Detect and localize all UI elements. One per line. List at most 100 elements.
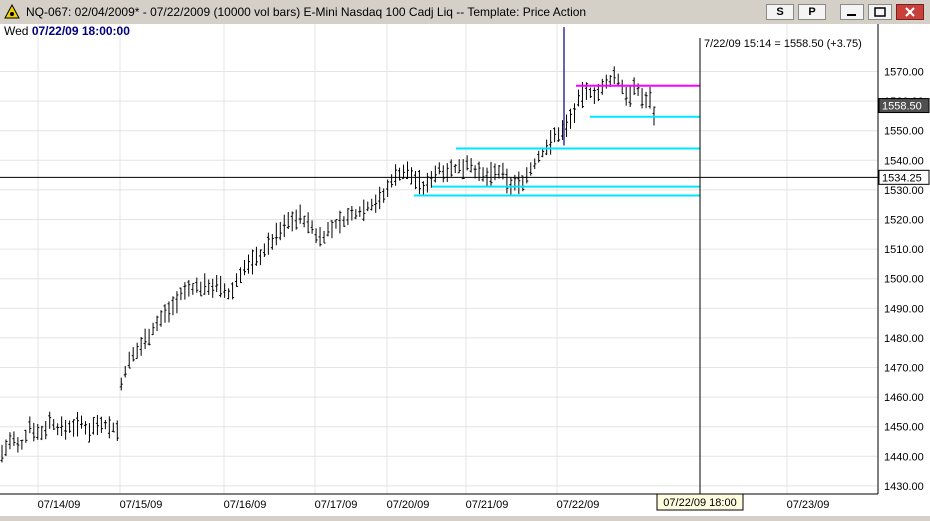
x-tick-label: 07/23/09 bbox=[787, 499, 830, 511]
price-bar bbox=[191, 282, 195, 295]
price-bar bbox=[437, 162, 441, 175]
price-bar bbox=[163, 304, 167, 323]
minimize-button[interactable] bbox=[840, 4, 864, 20]
price-bar bbox=[628, 84, 632, 108]
x-tick-label: 07/22/09 bbox=[557, 499, 600, 511]
price-bar bbox=[537, 150, 541, 163]
price-bar bbox=[87, 423, 91, 443]
price-bar bbox=[354, 209, 358, 220]
close-button[interactable] bbox=[896, 4, 924, 20]
price-bar bbox=[648, 86, 652, 109]
price-bar bbox=[12, 431, 16, 446]
p-button[interactable]: P bbox=[798, 4, 826, 20]
price-bar bbox=[266, 232, 270, 255]
price-bar bbox=[465, 155, 469, 171]
price-bar bbox=[91, 416, 95, 435]
price-bar bbox=[239, 267, 243, 284]
price-bar bbox=[115, 420, 119, 442]
price-bar bbox=[36, 423, 40, 440]
price-bar bbox=[131, 347, 135, 362]
price-bar bbox=[167, 301, 171, 323]
x-tick-label: 07/14/09 bbox=[38, 499, 81, 511]
price-bar bbox=[60, 416, 64, 437]
price-bar bbox=[413, 170, 417, 190]
price-bar bbox=[195, 277, 199, 293]
price-bar bbox=[246, 254, 250, 274]
price-bar bbox=[199, 281, 203, 297]
window-title: NQ-067: 02/04/2009* - 07/22/2009 (10000 … bbox=[26, 5, 587, 19]
x-tick-label: 07/21/09 bbox=[466, 499, 509, 511]
last-price-label: 1558.50 bbox=[882, 101, 922, 113]
price-bar bbox=[286, 212, 290, 230]
y-tick-label: 1480.00 bbox=[884, 333, 924, 345]
price-bar bbox=[274, 222, 278, 246]
price-bar bbox=[223, 283, 227, 298]
price-bar bbox=[48, 411, 52, 429]
price-bar bbox=[576, 89, 580, 107]
price-bar bbox=[366, 201, 370, 212]
price-bar bbox=[382, 188, 386, 203]
price-bar bbox=[342, 216, 346, 227]
info-datetime: 07/22/09 18:00:00 bbox=[31, 24, 130, 38]
price-bar bbox=[409, 167, 413, 185]
price-bar bbox=[644, 91, 648, 109]
price-bar bbox=[402, 164, 406, 180]
price-bar bbox=[262, 243, 266, 257]
price-bar bbox=[187, 280, 191, 297]
price-bar bbox=[469, 158, 473, 173]
maximize-icon bbox=[874, 7, 886, 17]
price-bar bbox=[616, 73, 620, 86]
price-bar bbox=[4, 439, 8, 457]
price-bar bbox=[572, 103, 576, 123]
price-bar bbox=[235, 273, 239, 287]
y-tick-label: 1540.00 bbox=[884, 155, 924, 167]
price-bar bbox=[461, 159, 465, 180]
crosshair-price-label: 1534.25 bbox=[882, 172, 922, 184]
price-bar bbox=[417, 169, 421, 195]
price-bar bbox=[103, 419, 107, 430]
price-bar bbox=[421, 181, 425, 196]
price-bar bbox=[258, 249, 262, 266]
price-bar bbox=[175, 291, 179, 314]
price-bar bbox=[56, 423, 60, 436]
x-tick-label: 07/17/09 bbox=[315, 499, 358, 511]
price-bar bbox=[569, 108, 573, 129]
chart-area[interactable]: 1570.001560.001550.001540.001530.001520.… bbox=[0, 24, 930, 516]
price-bar bbox=[545, 139, 549, 156]
price-bar bbox=[394, 164, 398, 186]
price-bar bbox=[254, 246, 258, 266]
price-bar bbox=[52, 418, 56, 430]
price-bar bbox=[270, 234, 274, 250]
price-bar bbox=[278, 221, 282, 241]
title-bar: NQ-067: 02/04/2009* - 07/22/2009 (10000 … bbox=[0, 0, 930, 24]
price-bar bbox=[28, 416, 32, 434]
price-bar bbox=[449, 159, 453, 177]
price-bar bbox=[318, 227, 322, 247]
price-bar bbox=[358, 206, 362, 217]
price-bar bbox=[600, 78, 604, 95]
x-tick-label: 07/20/09 bbox=[387, 499, 430, 511]
price-bar bbox=[179, 287, 183, 301]
price-bar bbox=[362, 199, 366, 222]
last-price-box bbox=[878, 98, 930, 114]
price-bar bbox=[147, 328, 151, 346]
price-bar bbox=[330, 220, 334, 239]
maximize-button[interactable] bbox=[868, 4, 892, 20]
price-bar bbox=[294, 209, 298, 230]
price-bar bbox=[505, 168, 509, 194]
price-bar bbox=[250, 249, 254, 275]
price-bar bbox=[553, 127, 557, 143]
price-bar bbox=[107, 416, 111, 439]
y-tick-label: 1430.00 bbox=[884, 481, 924, 493]
price-bar bbox=[95, 414, 99, 436]
price-bar bbox=[80, 415, 84, 429]
price-bar bbox=[338, 210, 342, 234]
price-bar bbox=[211, 278, 215, 298]
s-button[interactable]: S bbox=[766, 4, 794, 20]
price-chart[interactable]: 1570.001560.001550.001540.001530.001520.… bbox=[0, 24, 930, 516]
price-bar bbox=[40, 425, 44, 441]
y-tick-label: 1470.00 bbox=[884, 363, 924, 375]
price-bar bbox=[24, 429, 28, 443]
y-tick-label: 1490.00 bbox=[884, 303, 924, 315]
close-icon bbox=[905, 7, 915, 17]
